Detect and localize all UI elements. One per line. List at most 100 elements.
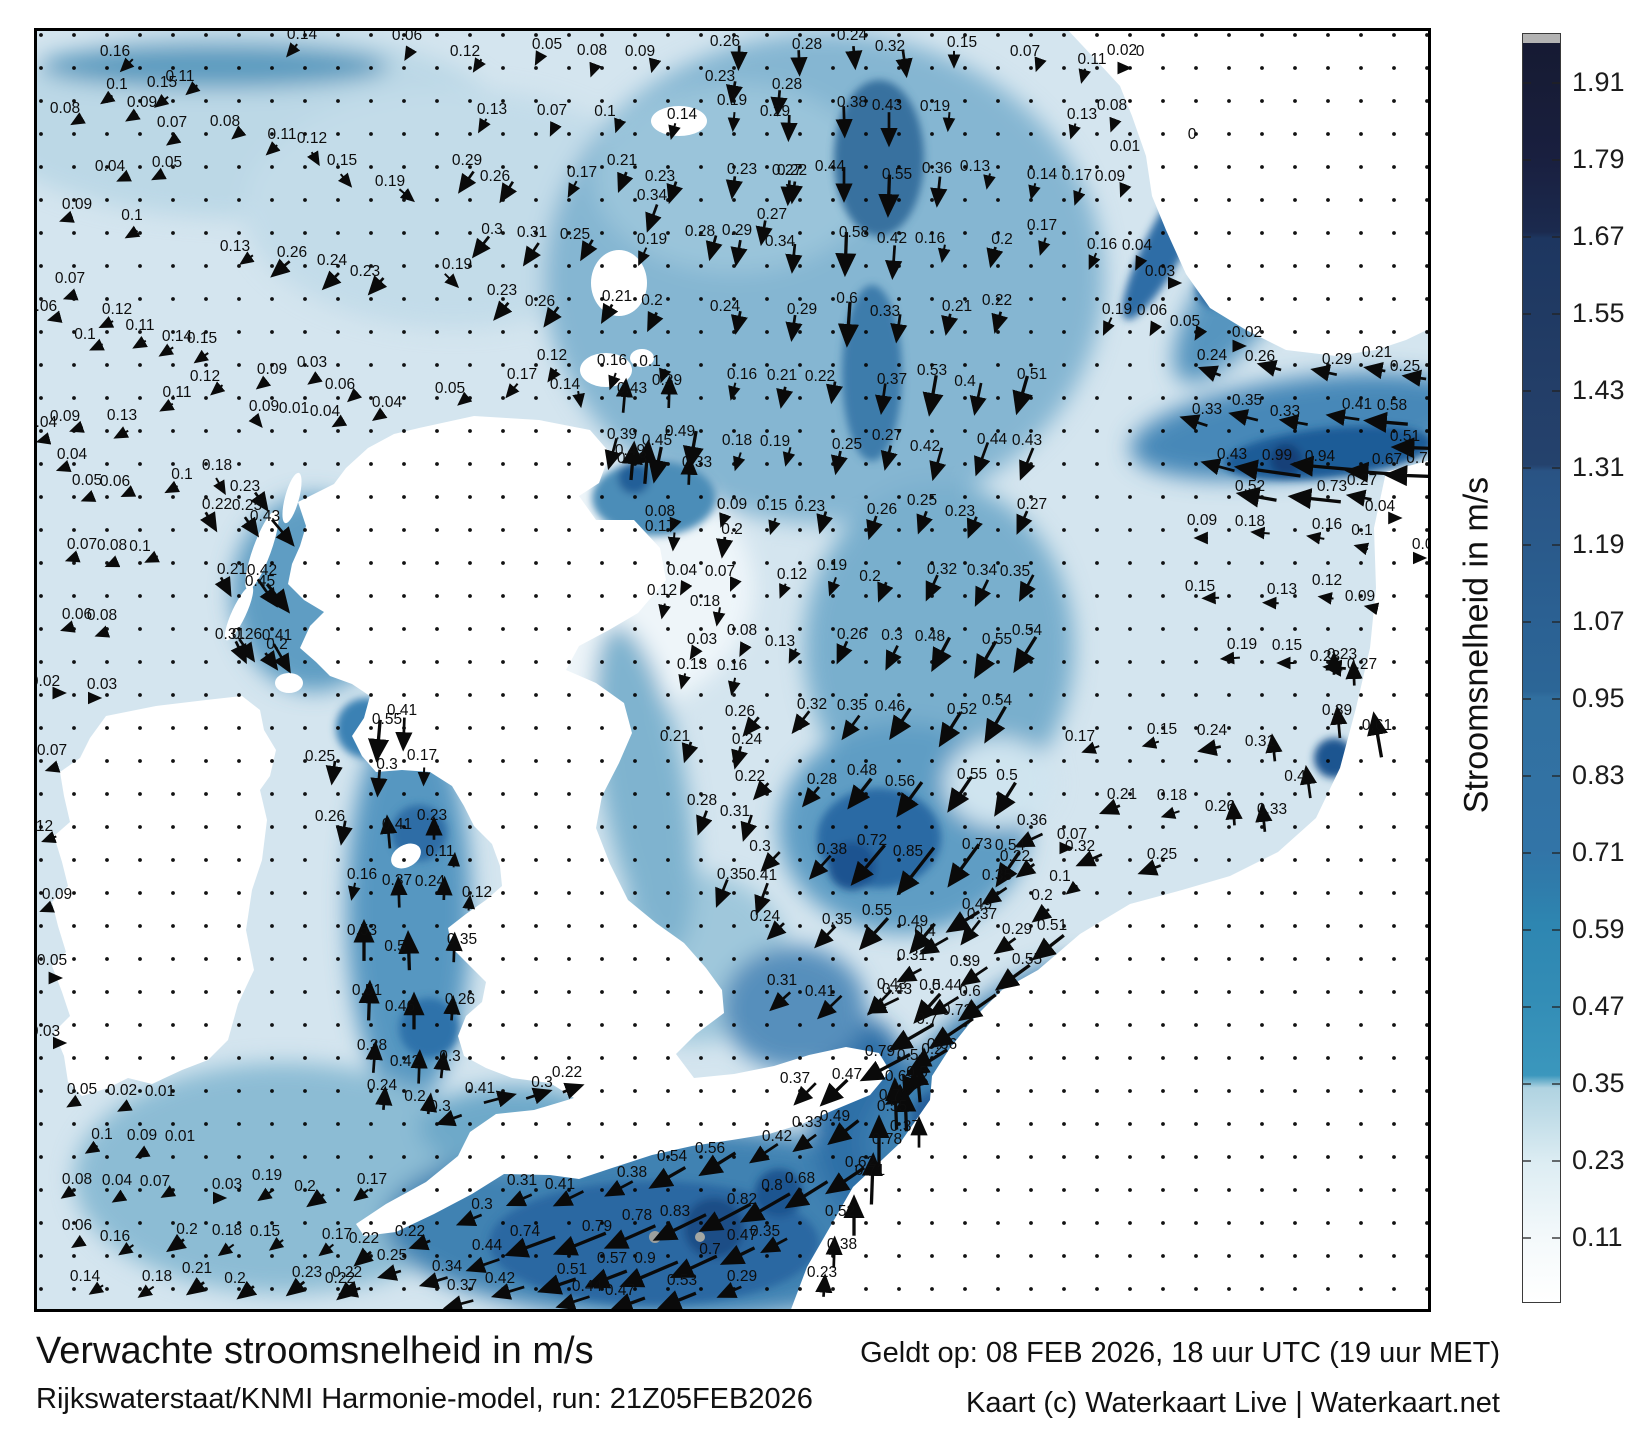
speed-label: 0.26: [315, 808, 345, 825]
current-arrow: [657, 1290, 697, 1310]
current-arrow: [966, 516, 983, 539]
speed-label: 0.12: [647, 582, 677, 599]
colorbar-tick-mark: [1552, 159, 1560, 161]
speed-label: 0.19: [375, 173, 405, 190]
current-arrow: [947, 776, 973, 813]
current-arrow: [1265, 733, 1283, 762]
speed-label: 0.27: [1347, 656, 1377, 673]
current-arrow: [35, 432, 52, 445]
current-arrow: [80, 490, 97, 502]
colorbar-tick-label: 1.31: [1572, 452, 1625, 482]
speed-label: 0.29: [1002, 921, 1032, 938]
speed-label: 0.31: [897, 947, 927, 964]
speed-label: 0.05: [152, 154, 182, 171]
speed-label: 0.78: [622, 1207, 652, 1224]
speed-label: 0.17: [407, 747, 437, 764]
current-arrow: [353, 1247, 374, 1267]
speed-label: 0.22: [332, 1264, 362, 1281]
speed-label: 0.01: [145, 1083, 175, 1100]
speed-label: 0.04: [372, 394, 403, 411]
speed-label: 0.23: [1327, 646, 1357, 663]
current-arrow: [1065, 880, 1081, 895]
current-arrow: [1068, 123, 1081, 140]
current-arrow: [547, 367, 561, 383]
speed-label: 0.07: [55, 270, 85, 287]
current-arrow: [442, 1295, 474, 1312]
current-arrow: [768, 517, 781, 536]
speed-label: 0.24: [317, 252, 348, 269]
speed-label: 0.17: [357, 1171, 387, 1188]
current-arrow: [395, 717, 413, 752]
speed-label: 0.14: [70, 1268, 101, 1285]
current-arrow: [733, 452, 746, 472]
current-arrow: [1363, 602, 1380, 616]
current-arrow: [983, 173, 996, 190]
current-arrow: [371, 407, 388, 421]
current-arrow: [522, 242, 541, 267]
speed-label: 0.2: [721, 521, 743, 538]
speed-label: 0.17: [1062, 167, 1092, 184]
colorbar-tick-label: 1.43: [1572, 375, 1625, 405]
speed-label: 0.19: [717, 92, 747, 109]
current-arrow: [889, 707, 912, 740]
speed-label: 0.12: [297, 130, 327, 147]
current-arrow: [974, 442, 991, 477]
speed-label: 0.29: [727, 1268, 757, 1285]
speed-label: 0.08: [210, 113, 240, 130]
current-arrow: [1219, 651, 1240, 665]
current-arrow: [555, 1293, 590, 1310]
speed-label: 0.46: [875, 698, 905, 715]
speed-label: 0.11: [165, 68, 194, 85]
current-arrow: [237, 638, 256, 663]
speed-label: 0.7: [699, 1241, 721, 1258]
current-arrow: [444, 273, 460, 289]
current-arrow: [648, 1166, 687, 1189]
current-arrow: [816, 511, 834, 535]
current-arrow: [490, 1283, 525, 1300]
speed-label: 0.25: [560, 226, 590, 243]
speed-label: 0.12: [450, 43, 480, 60]
speed-label: 0.41: [805, 983, 835, 1000]
current-arrow: [398, 188, 415, 203]
speed-label: 0.55: [982, 631, 1012, 648]
current-arrow: [780, 114, 798, 143]
speed-label: 0.48: [847, 762, 877, 779]
speed-label: 0.31: [720, 803, 750, 820]
current-arrow: [404, 45, 418, 62]
current-arrow: [1194, 325, 1208, 341]
speed-label: 0.55: [372, 711, 402, 728]
speed-label: 0.43: [617, 380, 647, 397]
current-arrow: [358, 979, 380, 1021]
speed-label: 0.09: [1095, 168, 1125, 185]
current-arrow: [619, 1260, 679, 1288]
speed-label: 0.19: [1102, 301, 1132, 318]
colorbar-tick-mark: [1523, 159, 1531, 161]
current-arrow: [608, 372, 621, 391]
current-arrow: [918, 936, 949, 955]
current-arrow: [84, 1140, 101, 1154]
current-arrow: [159, 398, 175, 412]
speed-label: 0.23: [727, 161, 757, 178]
speed-label: 0.13: [107, 407, 137, 424]
speed-label: 0.9: [634, 1250, 656, 1267]
speed-label: 0.57: [597, 1250, 627, 1267]
speed-label: 0.53: [347, 922, 377, 939]
colorbar-tick-mark: [1523, 544, 1531, 546]
speed-label: 0.15: [1185, 578, 1215, 595]
current-arrow: [137, 1284, 155, 1298]
current-arrow: [740, 814, 758, 842]
speed-label: 0.34: [765, 233, 796, 250]
speed-label: 0.21: [767, 367, 797, 384]
current-arrow: [549, 121, 562, 137]
current-arrow: [60, 1185, 77, 1199]
current-arrow: [272, 643, 291, 674]
current-arrow: [1367, 711, 1388, 758]
speed-label: 0.04: [95, 158, 126, 175]
current-arrow: [1345, 489, 1372, 507]
current-arrow: [347, 882, 361, 901]
speed-label: 0.7: [1406, 450, 1428, 467]
speed-label: 0.08: [727, 622, 757, 639]
current-arrow: [447, 851, 461, 868]
current-arrow: [788, 648, 801, 664]
speed-label: 0.35: [447, 931, 477, 948]
